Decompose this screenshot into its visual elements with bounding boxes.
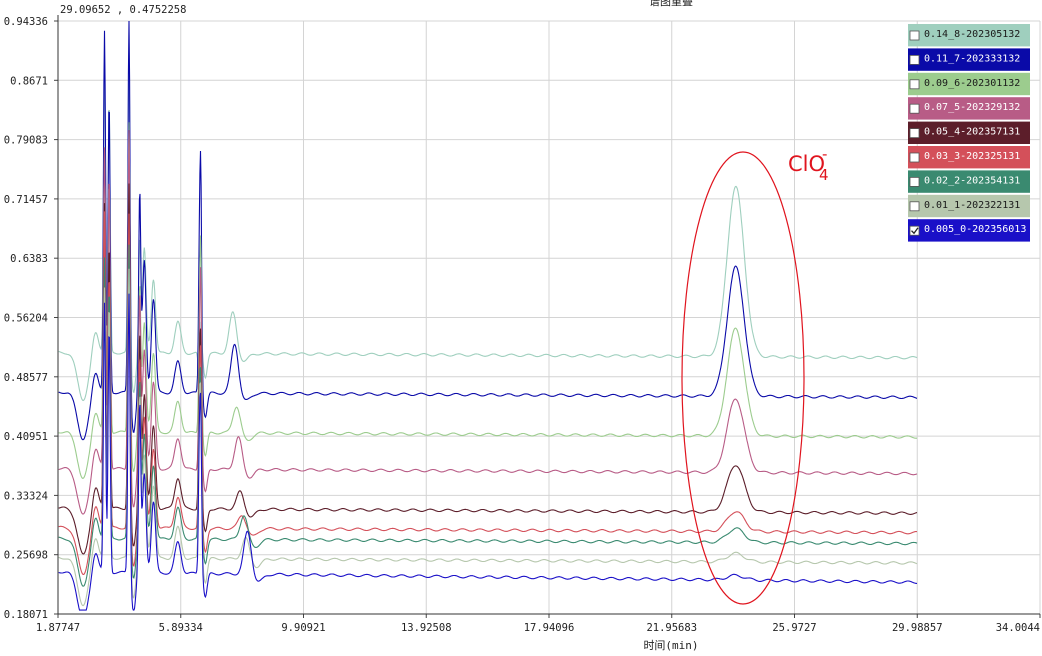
legend-checkbox[interactable]	[909, 152, 920, 163]
series-line-6	[58, 244, 918, 587]
legend-swatch	[908, 24, 1030, 47]
x-tick-label: 25.9727	[772, 622, 816, 634]
legend-label: 0.11_7-202333132	[924, 53, 1020, 64]
legend-checkbox[interactable]	[909, 55, 920, 65]
legend-swatch	[908, 194, 1030, 218]
legend: 0.14_8-202305132 0.11_7-202333132 0.09_6-2…	[908, 24, 1030, 242]
perchlorate-peak-highlight	[681, 151, 805, 605]
legend-item[interactable]: 0.07_5-202329132	[908, 97, 1030, 120]
legend-label: 0.09_6-202301132	[924, 78, 1020, 89]
legend-swatch	[908, 72, 1030, 96]
series-line-8	[58, 293, 917, 611]
legend-label: 0.005_0-202356013	[924, 224, 1026, 235]
legend-swatch	[908, 146, 1030, 169]
series-line-5	[58, 211, 918, 575]
y-tick-label: 0.79083	[4, 135, 48, 147]
legend-label: 0.02_2-202354131	[924, 175, 1020, 186]
legend-item[interactable]: 0.01_1-202322131	[908, 194, 1030, 218]
series-line-0	[58, 58, 918, 402]
axes	[57, 15, 1040, 615]
x-axis-label: 时间(min)	[643, 639, 698, 652]
legend-label: 0.14_8-202305132	[924, 29, 1020, 40]
y-tick-label: 0.56204	[4, 312, 48, 324]
x-tick-label: 9.90921	[281, 622, 325, 634]
legend-swatch	[908, 121, 1030, 144]
legend-checkbox[interactable]	[909, 30, 920, 41]
y-tick-label: 0.94336	[4, 16, 48, 28]
legend-swatch	[908, 219, 1030, 242]
y-tick-label: 0.33324	[4, 490, 48, 502]
legend-item[interactable]: 0.05_4-202357131	[908, 121, 1030, 144]
legend-checkbox[interactable]	[909, 103, 920, 114]
legend-label: 0.07_5-202329132	[924, 102, 1020, 113]
legend-item[interactable]: 0.11_7-202333132	[908, 48, 1030, 71]
y-tick-label: 0.8671	[10, 75, 48, 87]
series-line-3	[58, 130, 918, 515]
x-tick-label: 21.95683	[646, 622, 697, 634]
check-icon	[911, 227, 919, 235]
x-axis-ticks: 1.87747 5.89334 9.90921 13.92508 17.94096 21.…	[36, 614, 1041, 634]
legend-swatch	[908, 48, 1030, 71]
y-tick-label: 0.71457	[4, 194, 48, 206]
legend-checkbox[interactable]	[909, 201, 920, 212]
legend-item[interactable]: 0.02_2-202354131	[908, 170, 1030, 193]
legend-item[interactable]: 0.09_6-202301132	[908, 72, 1030, 96]
legend-checkbox[interactable]	[909, 225, 920, 236]
x-tick-label: 34.0044	[996, 622, 1040, 634]
y-tick-label: 0.18071	[4, 609, 48, 621]
x-tick-label: 29.98857	[892, 622, 943, 634]
legend-checkbox[interactable]	[909, 79, 920, 90]
series-lines	[58, 20, 918, 611]
perchlorate-annotation: ClO 4 -	[788, 145, 829, 184]
legend-label: 0.03_3-202325131	[924, 151, 1020, 162]
grid-lines	[57, 20, 1041, 615]
legend-checkbox[interactable]	[909, 176, 920, 187]
x-tick-label: 5.89334	[159, 622, 203, 634]
legend-item[interactable]: 0.005_0-202356013	[908, 219, 1030, 242]
annotation-subscript: 4	[819, 166, 829, 184]
legend-checkbox[interactable]	[909, 128, 920, 139]
y-tick-label: 0.40951	[4, 431, 48, 443]
cursor-coordinate-readout: 29.09652 , 0.4752258	[60, 4, 186, 16]
series-line-4	[58, 183, 918, 555]
x-tick-label: 17.94096	[524, 622, 575, 634]
legend-item[interactable]: 0.03_3-202325131	[908, 146, 1030, 169]
legend-label: 0.01_1-202322131	[924, 200, 1020, 211]
legend-item[interactable]: 0.14_8-202305132	[908, 24, 1030, 47]
annotation-superscript: -	[822, 145, 827, 163]
legend-swatch	[908, 97, 1030, 120]
y-tick-label: 0.6383	[10, 253, 48, 265]
annotation-label: ClO	[788, 152, 825, 176]
chart-title: 谱图重叠	[649, 0, 693, 8]
y-tick-label: 0.25698	[4, 550, 48, 562]
legend-label: 0.05_4-202357131	[924, 127, 1020, 138]
legend-swatch	[908, 170, 1030, 193]
y-axis-ticks: 0.94336 0.8671 0.79083 0.71457 0.6383 0.56204…	[4, 16, 58, 621]
x-tick-label: 13.92508	[401, 622, 452, 634]
y-tick-label: 0.48577	[4, 372, 48, 384]
x-tick-label: 1.87747	[36, 622, 80, 634]
